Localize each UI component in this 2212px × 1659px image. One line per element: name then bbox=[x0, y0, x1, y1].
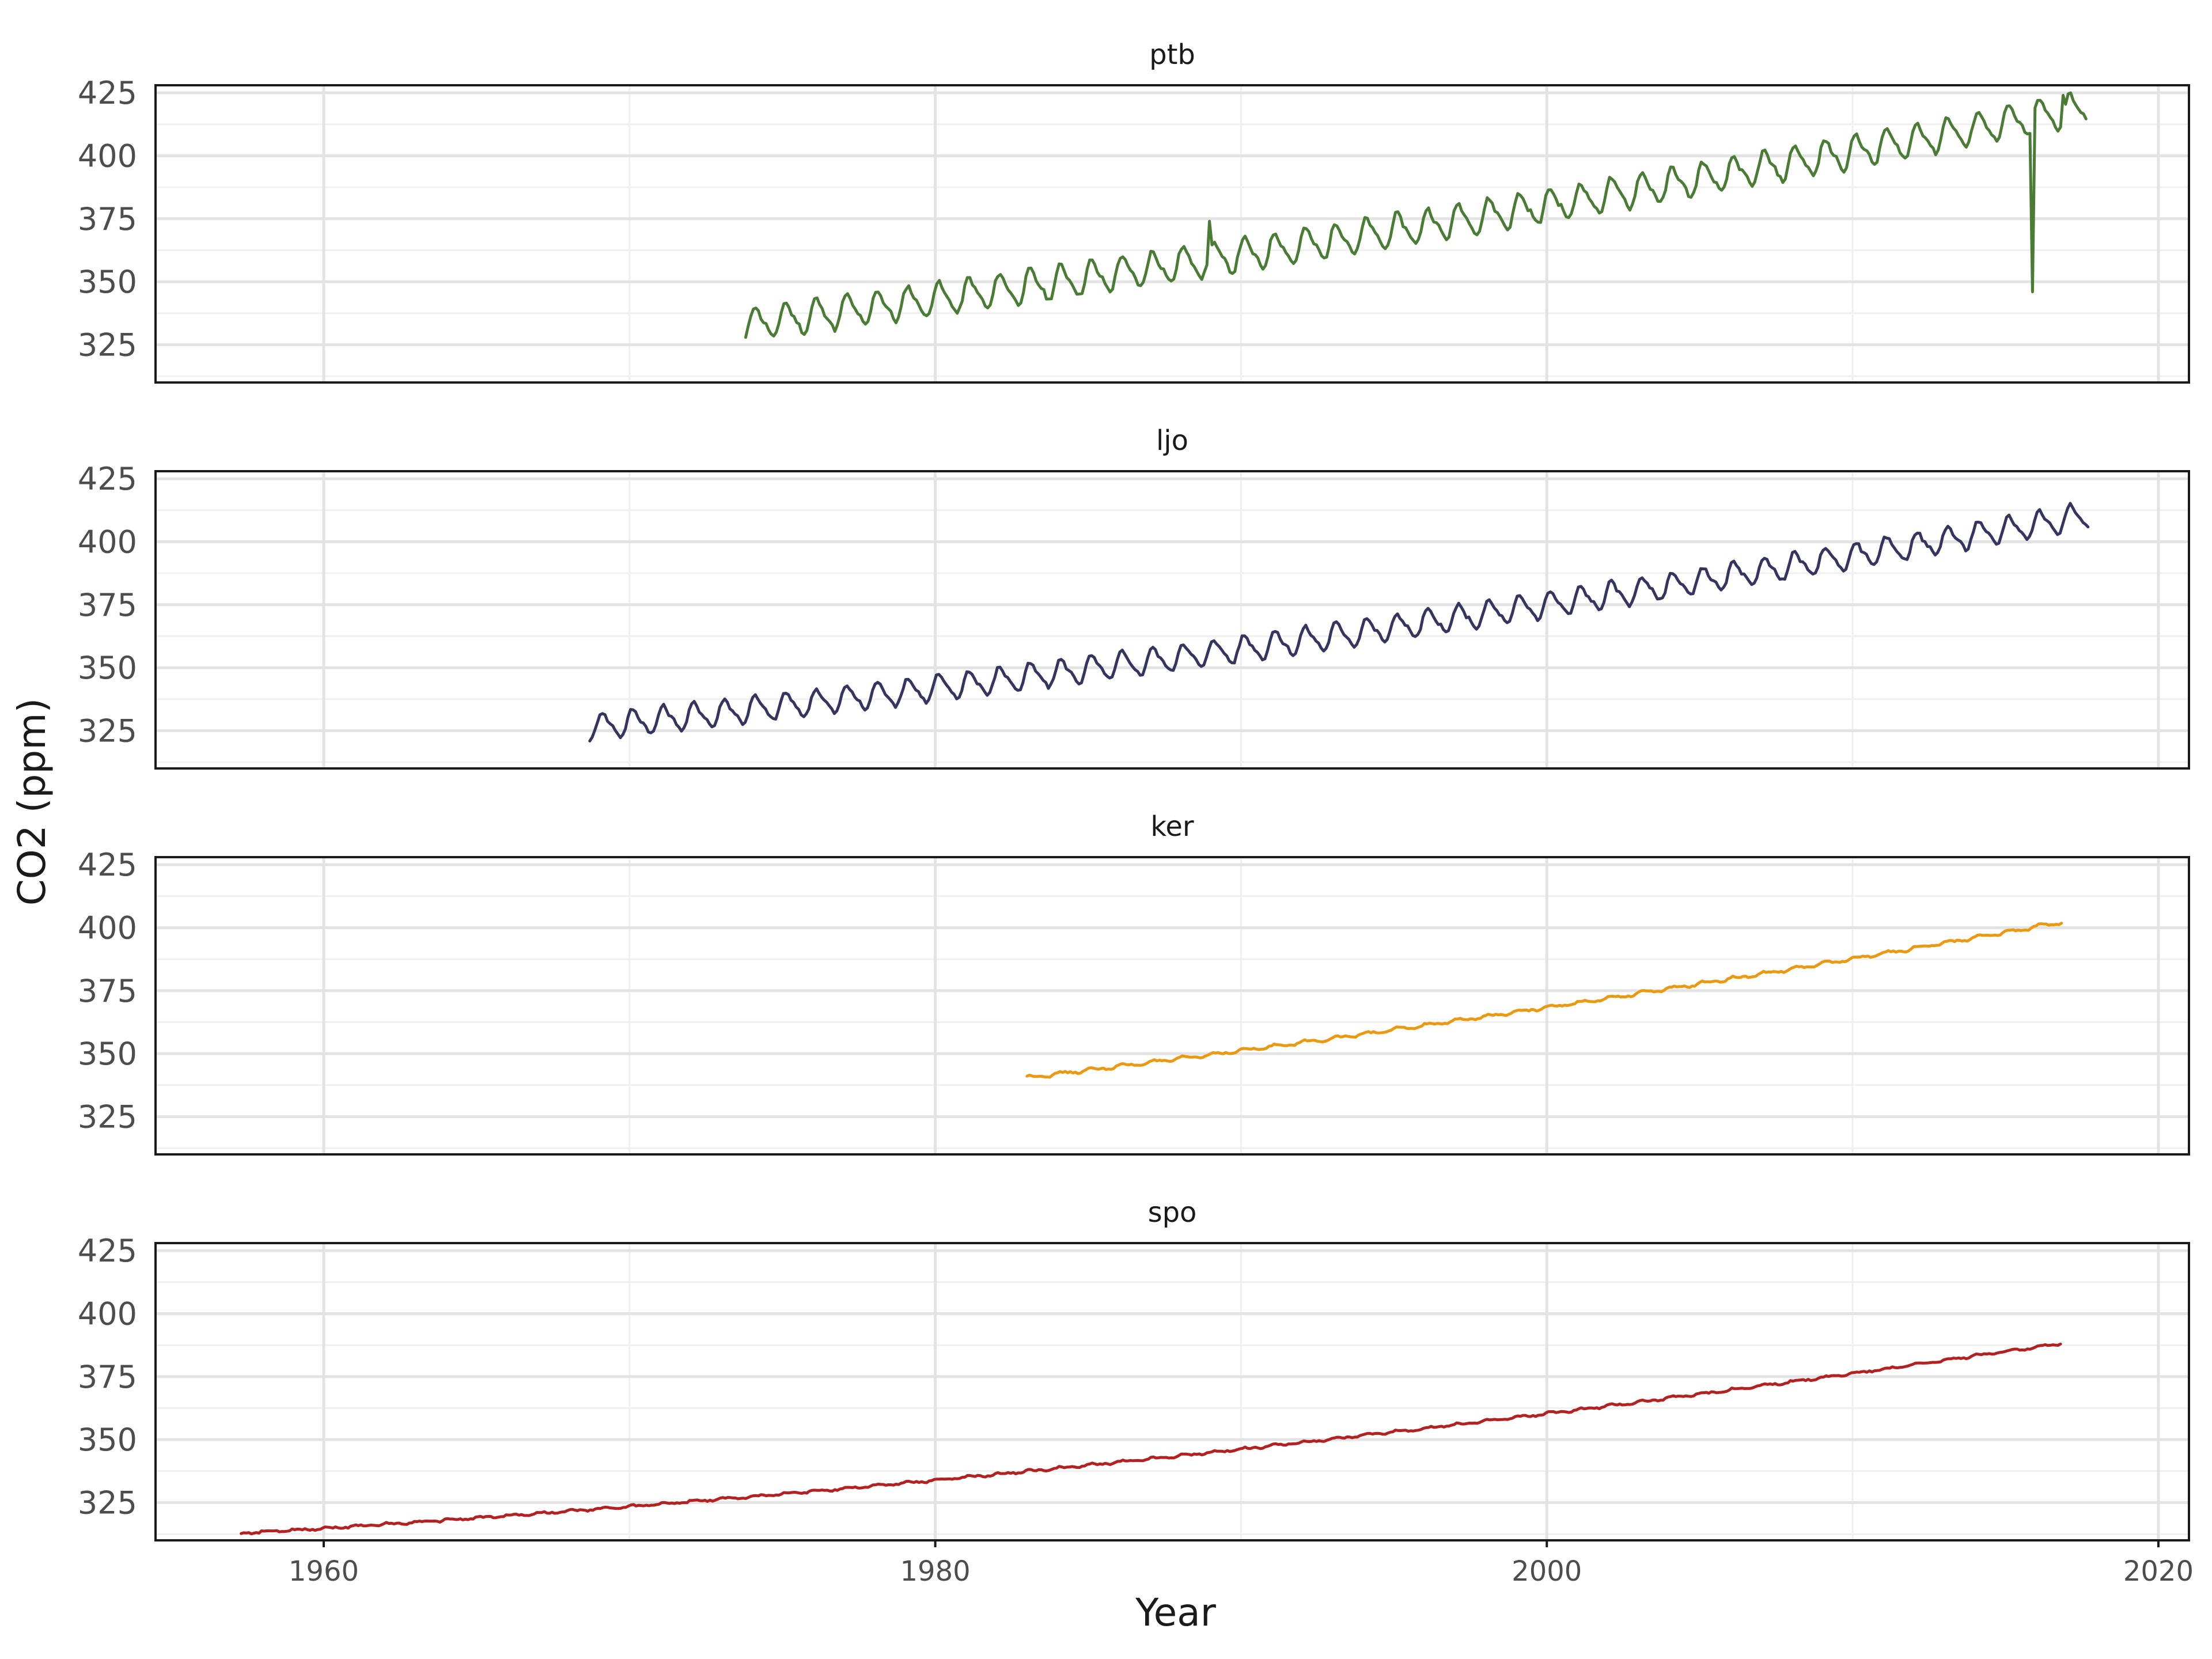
y-tick-label: 325 bbox=[78, 1484, 137, 1521]
panel-frame bbox=[154, 470, 2190, 770]
y-tick-label: 400 bbox=[78, 524, 137, 560]
x-tick-label: 1960 bbox=[289, 1555, 359, 1588]
y-tick-label: 400 bbox=[78, 138, 137, 174]
panel-frame bbox=[154, 1242, 2190, 1541]
y-tick-label: 350 bbox=[78, 650, 137, 686]
panel-title: spo bbox=[1148, 1196, 1197, 1229]
y-tick-label: 400 bbox=[78, 1296, 137, 1332]
x-axis: 1960 1980 2000 2020 bbox=[289, 1540, 2194, 1588]
y-tick-label: 375 bbox=[78, 587, 137, 623]
panel-ptb: ptb 325 350 375 400 425 bbox=[78, 39, 2190, 384]
panel-ker: ker 325 350 375 400 425 bbox=[78, 810, 2190, 1156]
panel-title: ker bbox=[1150, 810, 1194, 843]
x-tick-label: 1980 bbox=[900, 1555, 971, 1588]
panel-title: ptb bbox=[1149, 39, 1195, 71]
panel-title: ljo bbox=[1156, 425, 1188, 457]
panel-frame bbox=[154, 856, 2190, 1156]
x-axis-label: Year bbox=[1135, 1590, 1217, 1635]
y-tick-label: 375 bbox=[78, 973, 137, 1009]
x-tick-label: 2000 bbox=[1512, 1555, 1582, 1588]
y-tick-label: 425 bbox=[78, 461, 137, 497]
y-tick-label: 425 bbox=[78, 847, 137, 883]
series-line-ker bbox=[1025, 922, 2063, 1079]
series-line-ptb bbox=[744, 91, 2088, 339]
panel-ljo: ljo 325 350 375 400 425 bbox=[78, 425, 2190, 770]
y-tick-label: 350 bbox=[78, 1422, 137, 1458]
panel-spo: spo 325 350 375 400 425 bbox=[78, 1196, 2190, 1541]
y-tick-label: 350 bbox=[78, 1036, 137, 1072]
y-tick-label: 325 bbox=[78, 1099, 137, 1135]
series-line-ljo bbox=[588, 502, 2090, 743]
y-tick-label: 425 bbox=[78, 1233, 137, 1269]
x-tick-label: 2020 bbox=[2123, 1555, 2194, 1588]
y-tick-label: 375 bbox=[78, 201, 137, 237]
y-tick-label: 400 bbox=[78, 910, 137, 946]
panel-frame bbox=[154, 84, 2190, 384]
y-tick-label: 325 bbox=[78, 713, 137, 749]
y-tick-label: 350 bbox=[78, 264, 137, 300]
y-tick-label: 425 bbox=[78, 75, 137, 111]
chart-panels: ptb 325 350 375 400 425 ljo 325 350 375 400 425 ker 3… bbox=[78, 39, 2190, 1541]
y-tick-label: 375 bbox=[78, 1359, 137, 1395]
series-line-spo bbox=[240, 1342, 2062, 1536]
y-axis-label: CO2 (ppm) bbox=[10, 698, 54, 906]
y-tick-label: 325 bbox=[78, 327, 137, 363]
